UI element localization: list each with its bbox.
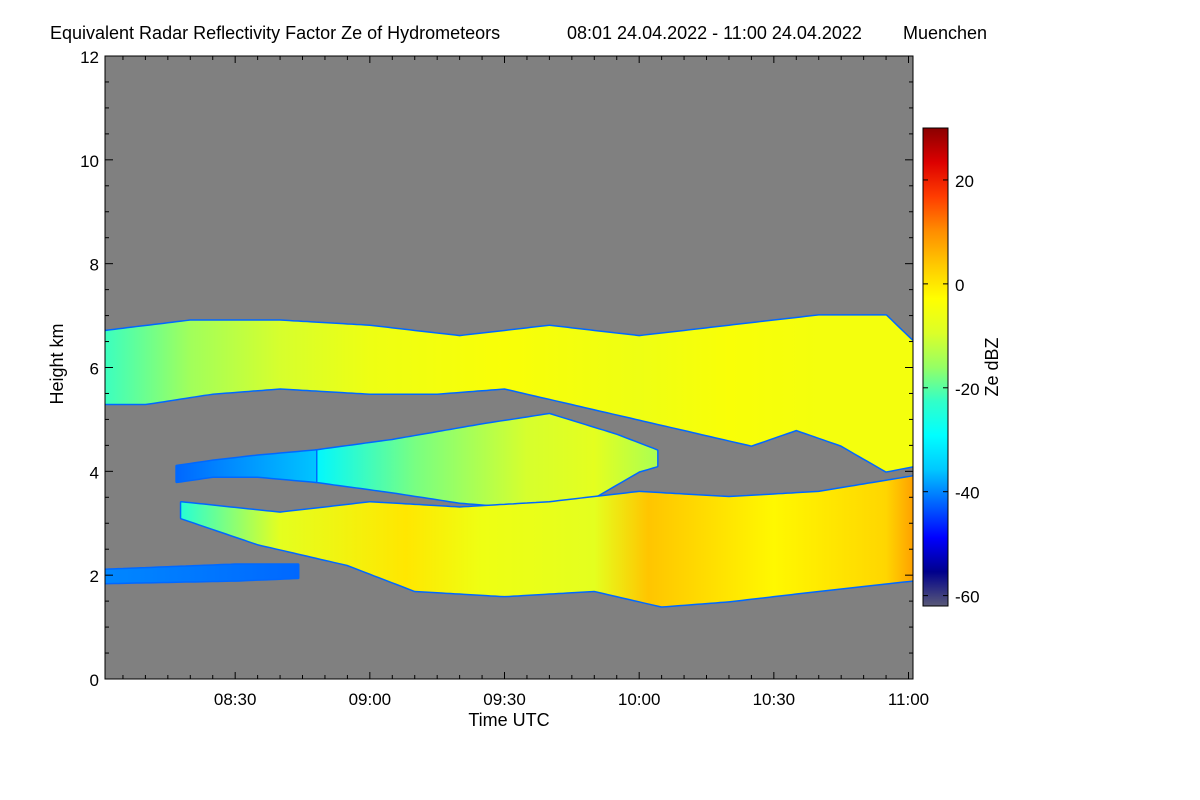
x-tick-label: 10:30 — [753, 690, 796, 709]
lower-cloud-layer — [179, 475, 913, 608]
y-tick-label: 2 — [90, 567, 99, 586]
y-tick-label: 0 — [90, 671, 99, 690]
chart-title: Equivalent Radar Reflectivity Factor Ze … — [50, 23, 500, 43]
x-tick-label: 09:30 — [483, 690, 526, 709]
heatmap-layers — [105, 314, 913, 608]
y-axis-label: Height km — [47, 323, 67, 404]
colorbar-label: Ze dBZ — [982, 337, 1002, 396]
x-tick-label: 08:30 — [214, 690, 257, 709]
x-axis-label: Time UTC — [468, 710, 549, 730]
fragments-near-4km — [175, 449, 318, 484]
colorbar-tick-label: -40 — [955, 484, 980, 503]
x-tick-label: 10:00 — [618, 690, 661, 709]
colorbar-tick-label: -20 — [955, 380, 980, 399]
y-tick-label: 4 — [90, 463, 99, 482]
low-echo-streak — [105, 563, 300, 585]
colorbar-tick-label: -60 — [955, 588, 980, 607]
middle-cloud-layer — [314, 412, 659, 510]
colorbar — [922, 127, 949, 607]
x-axis: 08:30 09:00 09:30 10:00 10:30 11:00 — [122, 56, 929, 709]
x-tick-label: 09:00 — [349, 690, 392, 709]
chart-location: Muenchen — [903, 23, 987, 43]
y-tick-label: 12 — [80, 48, 99, 67]
upper-cloud-layer — [105, 314, 913, 473]
y-axis: 0 2 4 6 8 10 12 — [80, 48, 913, 690]
colorbar-tick-label: 20 — [955, 172, 974, 191]
y-tick-label: 6 — [90, 360, 99, 379]
colorbar-tick-label: 0 — [955, 276, 964, 295]
chart-time-range: 08:01 24.04.2022 - 11:00 24.04.2022 — [567, 23, 862, 43]
y-tick-label: 8 — [90, 256, 99, 275]
y-tick-label: 10 — [80, 152, 99, 171]
x-tick-label: 11:00 — [888, 690, 929, 709]
colorbar-ticks: 20 0 -20 -40 -60 — [923, 172, 980, 607]
